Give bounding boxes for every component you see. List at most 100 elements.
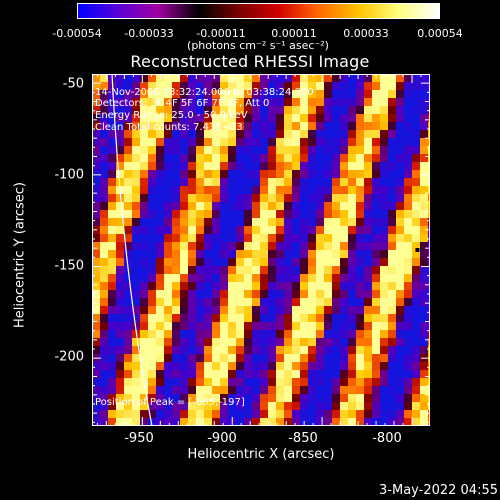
heatmap-cell [100, 74, 109, 83]
heatmap-cell [236, 306, 245, 315]
heatmap-cell [268, 274, 277, 283]
heatmap-cell [396, 234, 405, 243]
heatmap-cell [156, 90, 165, 99]
heatmap-cell [284, 178, 293, 187]
heatmap-cell [324, 386, 333, 395]
heatmap-cell [92, 410, 101, 419]
heatmap-cell [420, 258, 429, 267]
heatmap-cell [388, 338, 397, 347]
heatmap-cell [244, 202, 253, 211]
heatmap-cell [316, 250, 325, 259]
heatmap-cell [348, 378, 357, 387]
heatmap-cell [204, 274, 213, 283]
heatmap-cell [204, 338, 213, 347]
heatmap-cell [252, 186, 261, 195]
heatmap-cell [316, 146, 325, 155]
heatmap-cell [332, 234, 341, 243]
heatmap-cell [164, 234, 173, 243]
heatmap-cell [164, 178, 173, 187]
heatmap-cell [316, 242, 325, 251]
heatmap-cell [420, 162, 429, 171]
heatmap-cell [380, 322, 389, 331]
heatmap-cell [164, 250, 173, 259]
heatmap-cell [124, 330, 133, 339]
heatmap-cell [356, 250, 365, 259]
heatmap-cell [340, 378, 349, 387]
heatmap-cell [324, 290, 333, 299]
heatmap-cell [284, 242, 293, 251]
heatmap-cell [188, 386, 197, 395]
heatmap-cell [220, 418, 229, 426]
heatmap-cell [220, 138, 229, 147]
plot-frame [92, 74, 430, 426]
heatmap-cell [372, 146, 381, 155]
heatmap-cell [196, 370, 205, 379]
heatmap-cell [100, 274, 109, 283]
heatmap-cell [220, 386, 229, 395]
heatmap-cell [388, 98, 397, 107]
heatmap-cell [236, 402, 245, 411]
heatmap-cell [340, 330, 349, 339]
heatmap-cell [380, 162, 389, 171]
heatmap-cell [404, 98, 413, 107]
heatmap-cell [252, 394, 261, 403]
heatmap-cell [292, 74, 301, 83]
heatmap-cell [388, 322, 397, 331]
heatmap-cell [300, 322, 309, 331]
heatmap-cell [164, 122, 173, 131]
heatmap-cell [132, 306, 141, 315]
heatmap-cell [236, 378, 245, 387]
heatmap-cell [124, 386, 133, 395]
heatmap-cell [188, 242, 197, 251]
heatmap-cell [372, 114, 381, 123]
heatmap-cell [412, 194, 421, 203]
heatmap-cell [356, 354, 365, 363]
heatmap-cell [148, 354, 157, 363]
heatmap-cell [268, 122, 277, 131]
heatmap-cell [116, 210, 125, 219]
heatmap-cell [196, 330, 205, 339]
heatmap-cell [124, 154, 133, 163]
heatmap-cell [260, 250, 269, 259]
heatmap-cell [420, 194, 429, 203]
heatmap-cell [116, 378, 125, 387]
heatmap-cell [164, 154, 173, 163]
heatmap-cell [204, 194, 213, 203]
heatmap-cell [116, 322, 125, 331]
heatmap-cell [348, 394, 357, 403]
heatmap-cell [284, 298, 293, 307]
heatmap-cell [172, 186, 181, 195]
heatmap-cell [220, 282, 229, 291]
heatmap-cell [252, 90, 261, 99]
heatmap-cell [204, 242, 213, 251]
heatmap-cell [396, 290, 405, 299]
heatmap-cell [364, 250, 373, 259]
heatmap-cell [164, 106, 173, 115]
heatmap-cell [276, 322, 285, 331]
heatmap-cell [196, 410, 205, 419]
heatmap-cell [388, 282, 397, 291]
heatmap-cell [404, 370, 413, 379]
heatmap-cell [404, 402, 413, 411]
heatmap-cell [228, 98, 237, 107]
heatmap-cell [188, 322, 197, 331]
heatmap-cell [308, 146, 317, 155]
heatmap-cell [228, 194, 237, 203]
heatmap-cell [116, 242, 125, 251]
heatmap-cell [268, 154, 277, 163]
heatmap-cell [180, 386, 189, 395]
info-total-counts: Clean Total counts: 7.43E+03 [95, 122, 243, 133]
heatmap-cell [220, 290, 229, 299]
heatmap-cell [212, 242, 221, 251]
heatmap-cell [196, 130, 205, 139]
heatmap-cell [140, 186, 149, 195]
heatmap-cell [124, 282, 133, 291]
heatmap-cell [380, 386, 389, 395]
heatmap-cell [188, 90, 197, 99]
heatmap-cell [244, 250, 253, 259]
heatmap-cell [332, 306, 341, 315]
heatmap-cell [396, 194, 405, 203]
heatmap-cell [396, 226, 405, 235]
heatmap-cell [132, 234, 141, 243]
heatmap-cell [188, 138, 197, 147]
